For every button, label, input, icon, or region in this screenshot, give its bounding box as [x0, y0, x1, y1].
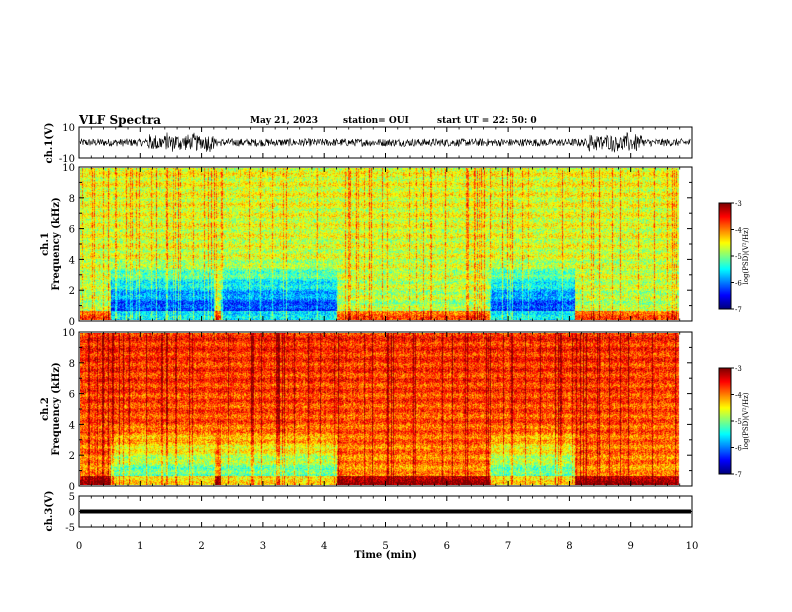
ch1-spectrogram [80, 168, 691, 320]
x-tick-label: 4 [321, 541, 327, 552]
x-tick-label: 0 [76, 541, 82, 552]
colorbar-tick-label: -5 [735, 253, 742, 261]
y-tick-label: 10 [62, 163, 75, 174]
y-tick-label: 6 [69, 225, 75, 236]
date-label: May 21, 2023 [250, 116, 318, 126]
y-tick-label: 0 [69, 508, 75, 519]
y-tick-label: 6 [69, 390, 75, 401]
chart-title: VLF Spectra [79, 113, 162, 127]
x-tick-label: 9 [628, 541, 634, 552]
colorbar-tick-label: -3 [735, 200, 742, 208]
x-tick-label: 8 [566, 541, 572, 552]
station-label: station= OUI [343, 116, 409, 126]
ch2-spectrogram [80, 333, 691, 485]
y-tick-label: -5 [65, 523, 75, 534]
colorbar-tick-label: -6 [735, 445, 742, 453]
colorbar-tick-label: -4 [735, 227, 742, 235]
colorbar-frame [718, 202, 732, 310]
y-tick-label: 0 [69, 317, 75, 328]
y-tick-label: 5 [69, 492, 75, 503]
ch1-waveform-trace [79, 132, 691, 153]
y-tick-label: 10 [62, 328, 75, 339]
colorbar-label: log(PSD)(V²/Hz) [742, 227, 750, 284]
x-tick-label: 2 [198, 541, 204, 552]
y-tick-label: 8 [69, 359, 75, 370]
x-tick-label: 10 [686, 541, 699, 552]
y-tick-label: 8 [69, 194, 75, 205]
y-tick-label: 2 [69, 286, 75, 297]
colorbar-label: log(PSD)(V²/Hz) [742, 392, 750, 449]
colorbar-tick-label: -6 [735, 280, 742, 288]
colorbar-tick-label: -5 [735, 418, 742, 426]
colorbar-tick-label: -4 [735, 392, 742, 400]
y-tick-label: 10 [62, 123, 75, 134]
panel-2-frame [78, 166, 693, 322]
ch2-colorbar [719, 368, 731, 474]
ch2-freq-ylabel: ch.2Frequency (kHz) [40, 362, 62, 455]
x-axis-label: Time (min) [354, 550, 417, 561]
ch1-ylabel: ch.1(V) [44, 122, 55, 163]
colorbar-frame [718, 367, 732, 475]
colorbar-tick-label: -7 [735, 471, 742, 479]
ch1-freq-ylabel: ch.1Frequency (kHz) [40, 197, 62, 290]
y-tick-label: 4 [69, 255, 75, 266]
colorbar-tick-label: -7 [735, 306, 742, 314]
y-tick-label: 2 [69, 451, 75, 462]
ch1-colorbar [719, 203, 731, 309]
x-tick-label: 6 [444, 541, 450, 552]
x-tick-label: 3 [260, 541, 266, 552]
y-tick-label: -10 [59, 154, 75, 165]
x-tick-label: 5 [382, 541, 388, 552]
start-time-label: start UT = 22: 50: 0 [437, 116, 537, 126]
y-tick-label: 0 [69, 482, 75, 493]
colorbar-tick-label: -3 [735, 365, 742, 373]
panel-3-frame [78, 331, 693, 487]
ch3-ylabel: ch.3(V) [44, 490, 55, 531]
y-tick-label: 4 [69, 420, 75, 431]
x-tick-label: 1 [137, 541, 143, 552]
x-tick-label: 7 [505, 541, 511, 552]
